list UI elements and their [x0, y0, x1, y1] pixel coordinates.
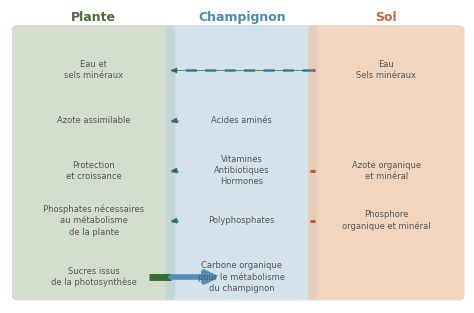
Text: Azote organique
et minéral: Azote organique et minéral: [352, 161, 421, 181]
Text: Phosphates nécessaires
au métabolisme
de la plante: Phosphates nécessaires au métabolisme de…: [43, 205, 144, 237]
Text: Sucres issus
de la photosynthèse: Sucres issus de la photosynthèse: [51, 267, 137, 287]
FancyBboxPatch shape: [308, 25, 465, 300]
Text: Champignon: Champignon: [198, 11, 285, 24]
Text: Eau et
sels minéraux: Eau et sels minéraux: [64, 60, 123, 80]
Text: Azote assimilable: Azote assimilable: [57, 116, 130, 125]
FancyBboxPatch shape: [166, 25, 318, 300]
Text: Carbone organique
pour le métabolisme
du champignon: Carbone organique pour le métabolisme du…: [198, 261, 285, 293]
Text: Protection
et croissance: Protection et croissance: [66, 161, 121, 181]
Text: Plante: Plante: [71, 11, 116, 24]
Text: Acides aminés: Acides aminés: [211, 116, 272, 125]
Text: Eau
Sels minéraux: Eau Sels minéraux: [356, 60, 416, 80]
FancyBboxPatch shape: [12, 25, 175, 300]
Text: Vitamines
Antibiotiques
Hormones: Vitamines Antibiotiques Hormones: [214, 155, 270, 186]
Text: Sol: Sol: [375, 11, 397, 24]
Text: Polyphosphates: Polyphosphates: [209, 216, 275, 225]
Text: Phosphore
organique et minéral: Phosphore organique et minéral: [342, 210, 430, 231]
